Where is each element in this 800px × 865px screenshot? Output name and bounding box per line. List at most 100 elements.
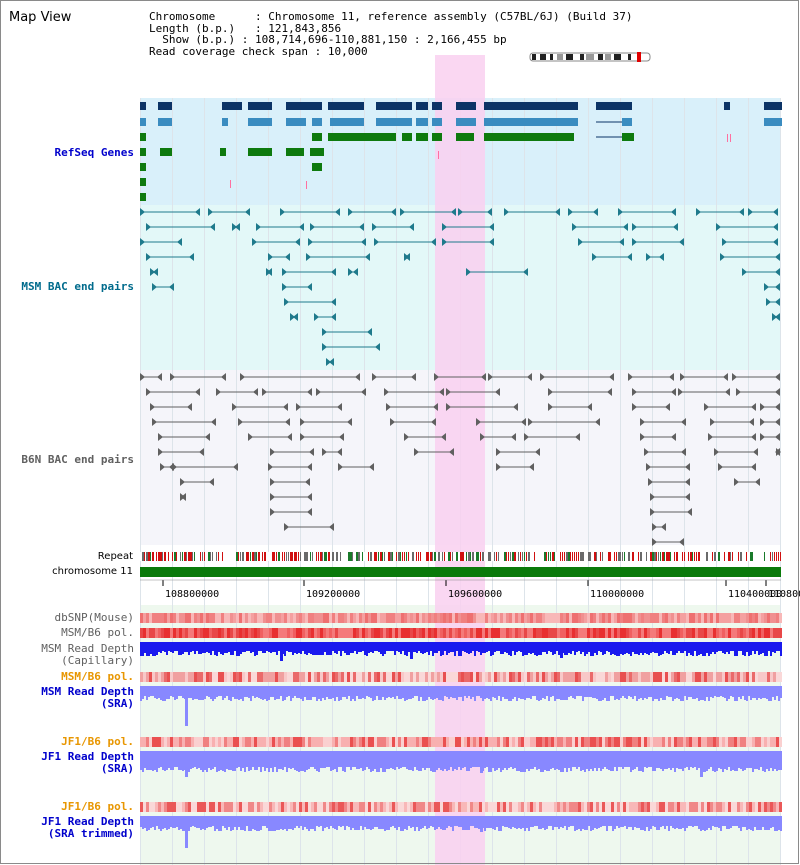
msm-sra-depth (512, 686, 514, 699)
refseq-gene (432, 133, 442, 141)
repeat-element (348, 552, 350, 561)
msm-bac-pair-end (405, 253, 410, 261)
b6n-bac-pair-end (587, 403, 592, 411)
msm-capillary-depth (712, 642, 714, 652)
jf1-b6-pol-cell (428, 737, 431, 747)
dbsnp-cell (488, 613, 491, 623)
msm-capillary-depth (634, 642, 636, 654)
jf1-trimmed-depth (348, 816, 350, 827)
track-label-refseq[interactable]: RefSeq Genes (54, 146, 134, 159)
msm-b6-pol-cell (578, 628, 581, 638)
jf1-b6-pol2-cell (461, 802, 464, 812)
msm-sra-depth (370, 686, 372, 698)
msm-b6-pol2-cell (713, 672, 716, 682)
jf1-b6-pol-cell (251, 737, 254, 747)
jf1-trimmed-depth (734, 816, 736, 826)
jf1-sra-depth (632, 751, 634, 770)
jf1-trimmed-depth (572, 816, 574, 826)
msm-b6-pol2-cell (623, 672, 626, 682)
msm-b6-pol2-cell (698, 672, 701, 682)
refseq-pink-mark (730, 134, 731, 142)
msm-sra-depth (748, 686, 750, 696)
b6n-bac-pair-end (384, 388, 389, 396)
msm-b6-pol2-cell (584, 672, 587, 682)
jf1-b6-pol-cell (527, 737, 530, 747)
msm-b6-pol2-cell (467, 672, 470, 682)
jf1-sra-depth (160, 751, 162, 767)
msm-capillary-depth (778, 642, 780, 651)
msm-bac-pair-end (169, 283, 174, 291)
jf1-sra-depth (612, 751, 614, 771)
msm-sra-depth (324, 686, 326, 700)
jf1-b6-pol2-cell (551, 802, 554, 812)
msm-bac-pair-end (348, 208, 353, 216)
dbsnp-cell (671, 613, 674, 623)
msm-sra-depth (536, 686, 538, 700)
repeat-element (548, 552, 549, 561)
msm-b6-pol2-cell (416, 672, 419, 682)
msm-capillary-depth (680, 642, 682, 653)
dbsnp-cell (458, 613, 461, 623)
jf1-sra-depth (540, 751, 542, 772)
msm-sra-depth (338, 686, 340, 701)
msm-capillary-depth (526, 642, 528, 655)
msm-bac-pair-end (555, 208, 560, 216)
jf1-sra-depth (712, 751, 714, 771)
msm-b6-pol2-cell (197, 672, 200, 682)
jf1-sra-depth (324, 751, 326, 768)
b6n-bac-pair-end (671, 388, 676, 396)
b6n-bac-pair-end (524, 433, 529, 441)
msm-sra-depth (222, 686, 224, 700)
msm-b6-pol-cell (710, 628, 713, 638)
b6n-bac-pair-end (775, 388, 780, 396)
jf1-sra-depth (492, 751, 494, 768)
dbsnp-cell (575, 613, 578, 623)
jf1-b6-pol2-cell (344, 802, 347, 812)
msm-b6-pol2-cell (590, 672, 593, 682)
jf1-sra-depth (522, 751, 524, 772)
jf1-b6-pol-cell (470, 737, 473, 747)
repeat-element (160, 552, 162, 561)
jf1-b6-pol2-cell (683, 802, 686, 812)
msm-sra-depth (474, 686, 476, 701)
dbsnp-cell (560, 613, 563, 623)
msm-capillary-depth (510, 642, 512, 656)
dbsnp-cell (737, 613, 740, 623)
coverage-key: Read coverage check span (149, 44, 308, 58)
jf1-b6-pol2-cell (182, 802, 185, 812)
jf1-b6-pol-cell (383, 737, 386, 747)
jf1-trimmed-depth (712, 816, 714, 826)
jf1-sra-depth (156, 751, 158, 772)
track-label-msm-bac[interactable]: MSM BAC end pairs (21, 280, 134, 293)
msm-b6-pol-cell (353, 628, 356, 638)
jf1-b6-pol-cell (518, 737, 521, 747)
jf1-b6-pol2-cell (563, 802, 566, 812)
msm-bac-pair-end (489, 223, 494, 231)
msm-sra-depth (570, 686, 572, 696)
jf1-b6-pol-cell (485, 737, 488, 747)
msm-sra-depth (750, 686, 752, 700)
msm-b6-pol2-cell (512, 672, 515, 682)
jf1-trimmed-depth-spike (185, 816, 188, 848)
jf1-b6-pol-cell (191, 737, 194, 747)
jf1-b6-pol2-cell (656, 802, 659, 812)
track-label-msm-b6-pol: MSM/B6 pol. (61, 626, 134, 639)
msm-sra-depth (306, 686, 308, 700)
dbsnp-cell (533, 613, 536, 623)
jf1-sra-depth (744, 751, 746, 770)
msm-b6-pol-cell (539, 628, 542, 638)
b6n-bac-pair-end (300, 433, 305, 441)
msm-sra-depth (656, 686, 658, 699)
repeat-element (506, 552, 507, 561)
track-label-b6n-bac[interactable]: B6N BAC end pairs (21, 453, 134, 466)
jf1-trimmed-depth (596, 816, 598, 829)
msm-b6-pol-cell (176, 628, 179, 638)
msm-capillary-depth (514, 642, 516, 655)
jf1-b6-pol2-cell (545, 802, 548, 812)
msm-b6-pol2-cell (341, 672, 344, 682)
jf1-b6-pol-cell (224, 737, 227, 747)
repeat-element (250, 552, 251, 561)
msm-capillary-depth (384, 642, 386, 654)
msm-b6-pol2-cell (509, 672, 512, 682)
